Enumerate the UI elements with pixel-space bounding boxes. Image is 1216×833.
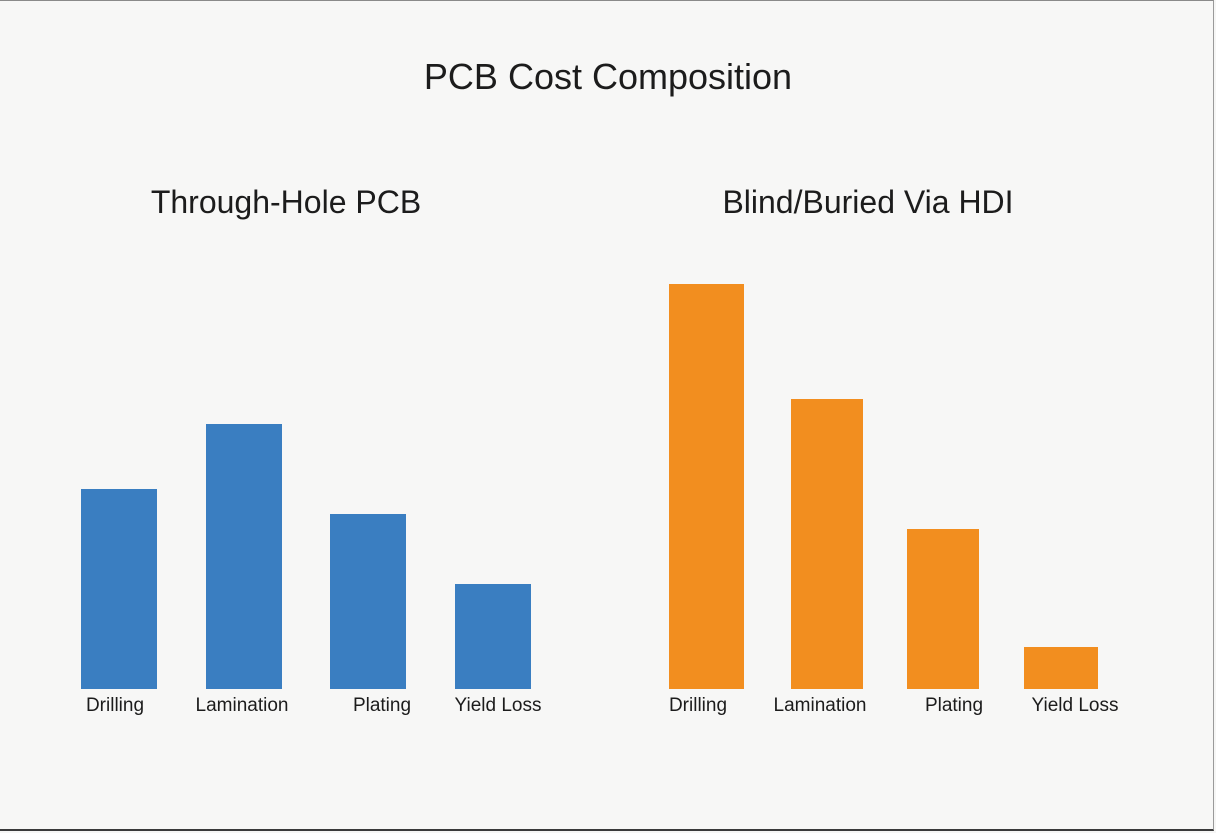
tick-label-hdi-yield-loss: Yield Loss bbox=[1032, 695, 1119, 716]
bar-through-hole-plating bbox=[330, 514, 406, 689]
tick-label-hdi-drilling: Drilling bbox=[669, 695, 727, 716]
bar-through-hole-drilling bbox=[81, 489, 157, 689]
tick-label-through-hole-drilling: Drilling bbox=[86, 695, 144, 716]
subplot-title-hdi: Blind/Buried Via HDI bbox=[722, 184, 1014, 220]
subplot-title-through-hole: Through-Hole PCB bbox=[150, 184, 422, 220]
tick-label-through-hole-lamination: Lamination bbox=[196, 695, 289, 716]
bar-through-hole-lamination bbox=[206, 424, 282, 689]
tick-label-hdi-lamination: Lamination bbox=[774, 695, 867, 716]
tick-label-through-hole-plating: Plating bbox=[353, 695, 411, 716]
tick-label-hdi-plating: Plating bbox=[925, 695, 983, 716]
bar-hdi-lamination bbox=[791, 399, 863, 689]
bar-group-through-hole: Drilling Lamination Plating Yield Loss bbox=[81, 424, 541, 716]
bar-hdi-yield-loss bbox=[1024, 647, 1098, 689]
chart-title: PCB Cost Composition bbox=[423, 56, 793, 97]
bar-group-hdi: Drilling Lamination Plating Yield Loss bbox=[669, 284, 1119, 716]
tick-label-through-hole-yield-loss: Yield Loss bbox=[455, 695, 542, 716]
bar-hdi-drilling bbox=[669, 284, 744, 689]
bar-hdi-plating bbox=[907, 529, 979, 689]
bar-through-hole-yield-loss bbox=[455, 584, 531, 689]
